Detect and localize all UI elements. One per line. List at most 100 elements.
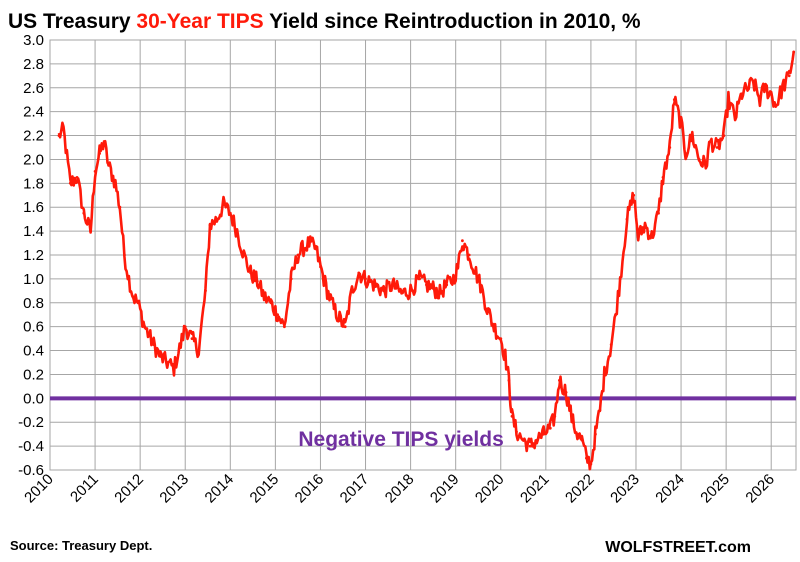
x-tick-label: 2017 [337, 471, 373, 507]
series-point [190, 337, 194, 340]
series-point [704, 164, 708, 167]
series-point [262, 295, 266, 299]
series-point [382, 289, 385, 293]
series-point [456, 265, 460, 269]
series-point [727, 98, 730, 102]
series-point [82, 211, 86, 215]
series-point [548, 426, 552, 430]
series-point [758, 98, 762, 102]
series-point [589, 462, 593, 466]
y-tick-label: 2.4 [23, 104, 44, 121]
series-point [709, 140, 712, 143]
x-tick-label: 2018 [382, 471, 418, 507]
x-tick-label: 2019 [427, 471, 463, 507]
series-point [636, 235, 640, 239]
y-tick-label: 1.8 [23, 175, 44, 192]
series-point [350, 289, 354, 293]
series-point [296, 253, 300, 257]
series-point [571, 420, 575, 424]
series-point [242, 253, 246, 257]
y-tick-label: 0.4 [23, 343, 44, 360]
series-point [215, 217, 219, 221]
series-point [289, 277, 293, 281]
series-point [467, 253, 471, 257]
series-point [485, 307, 489, 311]
series-point [118, 205, 122, 209]
series-point [159, 355, 162, 358]
x-tick-label: 2020 [472, 471, 508, 507]
series-point [75, 176, 79, 179]
plot-border [49, 39, 797, 471]
series-point [255, 279, 259, 283]
series-point [283, 325, 286, 329]
x-tick-label: 2015 [247, 471, 283, 507]
series-line [57, 51, 795, 471]
series-point [722, 134, 726, 138]
series-point [614, 313, 618, 317]
x-axis: 2010 2011 2012 2013 2014 2015 2016 2017 2018 2019… [21, 471, 778, 507]
series-point [733, 116, 737, 119]
x-tick-label: 2012 [111, 471, 147, 507]
x-tick-label: 2014 [202, 471, 238, 507]
series-layer [57, 50, 796, 471]
series-point [515, 430, 518, 434]
series-point [172, 367, 176, 370]
x-tick-label: 2022 [562, 471, 598, 507]
y-axis: 3.0 2.8 2.6 2.4 2.2 2.0 1.8 1.6 1.4 1.2 1.0 0.8 0.6 0… [18, 32, 44, 479]
brand-label: WOLFSTREET.com [605, 539, 751, 556]
series-point [339, 319, 343, 323]
series-point [603, 373, 606, 376]
series-point [152, 343, 156, 346]
series-point [107, 164, 110, 167]
series-point [208, 223, 212, 227]
series-point [357, 271, 361, 275]
series-point [343, 325, 347, 329]
series-point [650, 235, 654, 239]
series-point [576, 432, 579, 436]
series-point [740, 92, 744, 96]
series-point [558, 379, 561, 382]
x-tick-label: 2026 [742, 471, 778, 507]
series-point [461, 239, 464, 243]
series-point [98, 152, 101, 155]
series-point [301, 247, 304, 251]
series-point [528, 444, 532, 448]
series-point [235, 229, 239, 233]
series-point [400, 291, 403, 295]
series-point [319, 265, 322, 269]
source-label: Source: Treasury Dept. [10, 538, 152, 553]
series-point [672, 98, 676, 102]
series-point [418, 277, 421, 281]
series-point [452, 277, 455, 281]
series-point [684, 152, 687, 155]
series-point [409, 289, 412, 293]
series-point [679, 122, 683, 125]
series-point [102, 140, 106, 143]
series-point [507, 379, 511, 382]
series-point [625, 217, 629, 221]
series-point [438, 291, 442, 295]
series-point [643, 223, 647, 227]
y-tick-label: 1.2 [23, 247, 44, 264]
series-point [445, 283, 449, 287]
series-point [542, 432, 545, 436]
series-point [585, 456, 588, 460]
series-point [661, 176, 665, 179]
series-point [787, 74, 791, 78]
series-point [747, 86, 751, 90]
y-tick-label: 0.6 [23, 319, 44, 336]
series-point [143, 325, 147, 329]
series-point [715, 146, 719, 149]
series-point [197, 349, 201, 352]
y-tick-label: -0.6 [18, 462, 44, 479]
x-tick-label: 2016 [292, 471, 328, 507]
grid [49, 39, 797, 471]
series-point [132, 295, 135, 299]
series-point [123, 253, 126, 257]
series-point [594, 432, 597, 436]
chart-title: US Treasury 30-Year TIPS Yield since Rei… [8, 10, 641, 33]
series-point [136, 301, 140, 305]
series-point [474, 271, 478, 275]
y-tick-label: 2.0 [23, 151, 44, 168]
